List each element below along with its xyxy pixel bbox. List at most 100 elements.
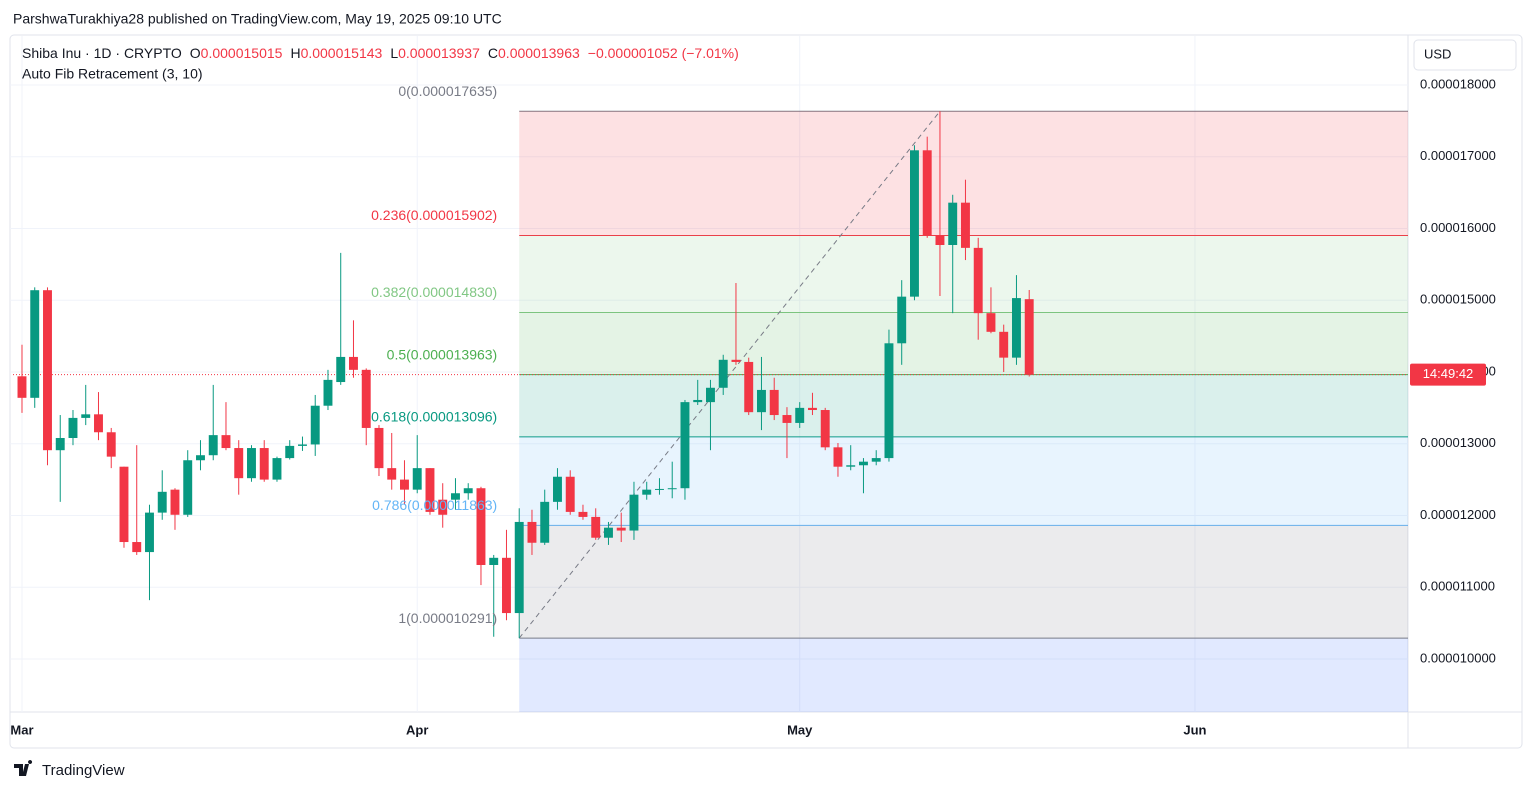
axes: 0.000010000 0.000011000 0.000012000 0.00001…	[10, 76, 1495, 737]
candle-body	[247, 448, 256, 479]
candle-body	[527, 521, 537, 543]
candle-body	[616, 527, 626, 531]
candle-body	[387, 468, 397, 480]
candle-body	[425, 468, 435, 512]
candle-body	[718, 359, 728, 388]
candle-body	[757, 389, 766, 413]
currency-button[interactable]	[1413, 39, 1517, 71]
candle-body	[438, 499, 448, 515]
y-tick-label: 0.000015000	[1420, 292, 1496, 307]
candle-body	[476, 488, 486, 565]
candle-body	[81, 414, 91, 418]
l-value: 0.000013937	[398, 45, 480, 61]
candle-body	[960, 202, 970, 248]
candle-body	[106, 432, 116, 457]
candle-body	[285, 445, 295, 459]
candle-body	[655, 488, 664, 490]
candle-body	[43, 290, 52, 451]
candle-body	[922, 150, 932, 236]
candle-body	[208, 435, 218, 456]
candle-body	[871, 458, 881, 462]
candles	[11, 111, 1408, 639]
candle-body	[119, 466, 129, 543]
y-tick-label: 0.000011000	[1420, 579, 1495, 594]
legend-line: Shiba Inu · 1D · CRYPTO O0.000015015 H 0.00…	[22, 45, 739, 61]
y-tick-label: 0.000010000	[1420, 650, 1496, 665]
c-label: C	[488, 45, 498, 61]
currency[interactable]: USD	[1424, 46, 1451, 61]
candle-body	[909, 150, 919, 297]
candle-body	[731, 359, 741, 362]
candle-body	[183, 460, 193, 515]
h-label: H	[290, 45, 300, 61]
fib-label: 0.618(0.000013096)	[371, 409, 497, 425]
symbol: Shiba Inu · 1D · CRYPTO	[22, 45, 182, 61]
y-tick-label: 0.000018000	[1420, 76, 1496, 91]
fib-label: 0.786(0.000011863)	[372, 497, 497, 513]
candle-body	[706, 387, 715, 403]
candle-body	[272, 458, 282, 480]
countdown: 14:49:42	[1423, 366, 1474, 381]
fib-zone	[519, 436, 1408, 526]
candle-body	[1024, 299, 1034, 375]
y-tick-label: 0.000016000	[1420, 220, 1496, 235]
candle-body	[1011, 298, 1021, 358]
candle-body	[145, 512, 154, 553]
candle-body	[298, 444, 307, 446]
candle-body	[94, 414, 103, 433]
o-value: 0.000015015	[201, 45, 283, 61]
indicator-name: Auto Fib Retracement (3, 10)	[22, 66, 203, 82]
candle-body	[170, 489, 180, 515]
candle-body	[157, 491, 167, 513]
candle-body	[553, 476, 562, 502]
fib-zone	[519, 374, 1408, 437]
candle-body	[999, 331, 1009, 358]
candle-body	[782, 415, 792, 423]
candle-body	[196, 455, 205, 461]
candle-body	[412, 468, 422, 490]
l-label: L	[390, 45, 398, 61]
fib-label: 0.382(0.000014830)	[371, 284, 497, 300]
candle-body	[361, 369, 371, 428]
candle-body	[502, 557, 511, 614]
candle-body	[629, 494, 639, 531]
fib-label: 1(0.000010291)	[398, 610, 497, 626]
candle-body	[820, 410, 830, 448]
candle-body	[897, 296, 907, 344]
candle-body	[400, 479, 409, 490]
y-tick-label: 0.000013000	[1420, 435, 1496, 450]
candle-body	[259, 448, 269, 480]
x-tick-label: May	[787, 722, 813, 737]
candle-body	[858, 461, 868, 466]
y-tick-label: 0.000017000	[1420, 148, 1496, 163]
candle-body	[693, 399, 703, 403]
candle-body	[310, 405, 320, 445]
candle-body	[948, 202, 958, 245]
fib-label: 0.236(0.000015902)	[371, 207, 497, 223]
candle-body	[642, 489, 652, 495]
candle-body	[680, 402, 690, 489]
candle-body	[514, 521, 524, 614]
candle-body	[795, 407, 805, 423]
candle-body	[374, 427, 384, 469]
fib-retracement	[518, 110, 1408, 712]
candle-body	[833, 447, 843, 467]
fib-trend-line	[518, 110, 941, 639]
candle-body	[451, 493, 460, 500]
tradingview-logo	[14, 760, 33, 776]
footer-brand: TradingView	[42, 762, 125, 779]
candle-body	[68, 417, 78, 438]
change: −0.000001052 (−7.01%)	[588, 45, 739, 61]
candle-body	[769, 389, 779, 416]
candle-body	[808, 407, 817, 411]
fib-zone	[519, 525, 1408, 639]
candle-body	[221, 435, 231, 449]
c-value: 0.000013963	[498, 45, 580, 61]
y-tick-label: 0.000012000	[1420, 507, 1496, 522]
price-tag	[1410, 363, 1486, 386]
candle-body	[336, 356, 346, 383]
fib-label: 0.5(0.000013963)	[387, 346, 498, 362]
o-label: O	[190, 45, 201, 61]
